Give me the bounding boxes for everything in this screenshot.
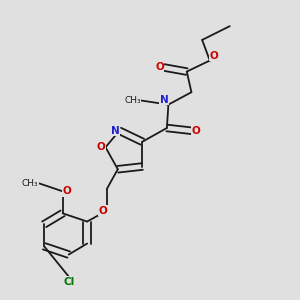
Text: O: O: [97, 142, 106, 152]
Text: O: O: [63, 186, 71, 196]
Text: Cl: Cl: [63, 277, 74, 286]
Text: CH₃: CH₃: [21, 178, 38, 188]
Text: N: N: [160, 94, 168, 105]
Text: CH₃: CH₃: [124, 96, 141, 105]
Text: O: O: [191, 126, 200, 136]
Text: O: O: [98, 206, 107, 215]
Text: O: O: [155, 62, 164, 72]
Text: O: O: [210, 51, 219, 61]
Text: N: N: [111, 126, 119, 136]
